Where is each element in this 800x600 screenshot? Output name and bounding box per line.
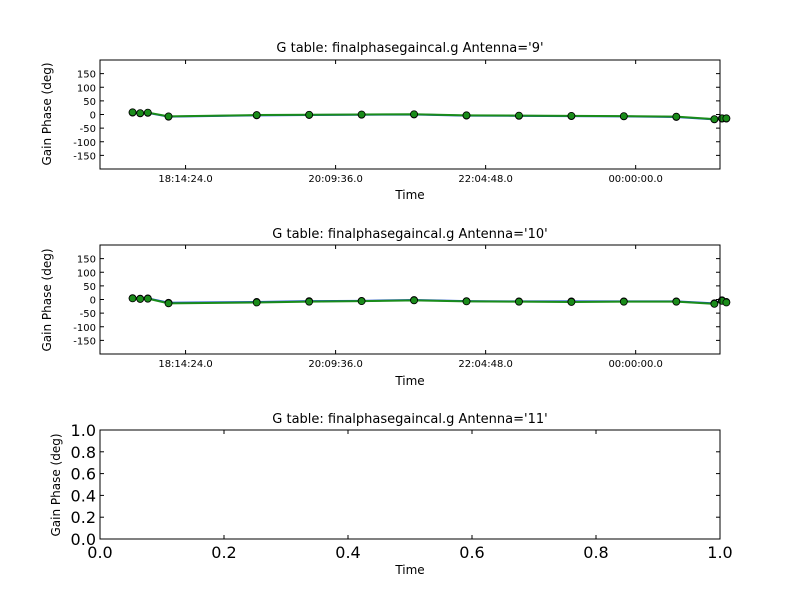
y-tick-label: 50 bbox=[83, 282, 96, 293]
x-tick-label: 00:00:00.0 bbox=[608, 359, 662, 370]
data-point bbox=[136, 109, 145, 118]
data-point bbox=[164, 112, 173, 121]
data-point bbox=[305, 297, 314, 306]
y-tick-label: 150 bbox=[77, 255, 96, 266]
data-point bbox=[143, 294, 152, 303]
data-point bbox=[128, 294, 137, 303]
data-point bbox=[710, 299, 719, 308]
axis-ticks: 150 100 50 0 -50 -100 -150 18:14:24.0 20:09:36.0… bbox=[73, 60, 720, 185]
subplot-antenna-10: G table: finalphasegaincal.g Antenna='10… bbox=[40, 227, 731, 388]
y-tick-label: 0.8 bbox=[71, 443, 96, 462]
data-point bbox=[710, 115, 719, 124]
data-point bbox=[252, 298, 261, 307]
y-tick-label: 150 bbox=[77, 70, 96, 81]
data-point bbox=[462, 111, 471, 120]
plot-frame bbox=[99, 429, 721, 540]
y-axis-label: Gain Phase (deg) bbox=[49, 433, 63, 536]
data-point bbox=[567, 111, 576, 120]
y-tick-label: 0.4 bbox=[71, 486, 96, 505]
data-point bbox=[143, 108, 152, 117]
y-axis-label: Gain Phase (deg) bbox=[40, 62, 54, 165]
series-line bbox=[132, 111, 727, 121]
axis-ticks: 150 100 50 0 -50 -100 -150 18:14:24.0 20:09:36.0… bbox=[73, 245, 720, 370]
x-tick-label: 22:04:48.0 bbox=[458, 359, 512, 370]
data-point bbox=[252, 111, 261, 119]
x-tick-label: 0.8 bbox=[583, 543, 608, 562]
y-tick-label: -50 bbox=[80, 309, 96, 320]
plot-marks bbox=[128, 294, 731, 308]
data-point bbox=[567, 298, 576, 306]
y-tick-label: 1.0 bbox=[71, 421, 96, 440]
data-point bbox=[128, 108, 137, 117]
data-point bbox=[410, 110, 418, 119]
y-tick-label: 100 bbox=[77, 268, 96, 279]
y-tick-label: -150 bbox=[73, 151, 96, 162]
x-tick-label: 0.6 bbox=[459, 543, 484, 562]
data-point bbox=[619, 297, 628, 306]
data-point bbox=[136, 295, 145, 303]
y-tick-label: 0.0 bbox=[71, 530, 96, 549]
x-axis-label: Time bbox=[394, 374, 424, 388]
data-point bbox=[164, 299, 173, 308]
plot-frame bbox=[99, 59, 721, 170]
x-tick-label: 20:09:36.0 bbox=[308, 174, 362, 185]
data-point bbox=[672, 297, 681, 306]
data-point bbox=[305, 110, 314, 119]
x-tick-label: 18:14:24.0 bbox=[158, 359, 212, 370]
data-point bbox=[515, 297, 523, 306]
x-tick-label: 18:14:24.0 bbox=[158, 174, 212, 185]
x-tick-label: 0.2 bbox=[211, 543, 236, 562]
data-point bbox=[672, 112, 681, 121]
y-axis-label: Gain Phase (deg) bbox=[40, 248, 54, 351]
axis-ticks: 0.0 0.2 0.4 0.6 0.8 1.0 0.0 0.2 0.4 0.6 0.8 1.0 bbox=[71, 421, 733, 562]
data-point bbox=[357, 297, 366, 306]
subplot-antenna-11: G table: finalphasegaincal.g Antenna='11… bbox=[49, 412, 733, 577]
data-point bbox=[410, 296, 418, 305]
chart-title: G table: finalphasegaincal.g Antenna='11… bbox=[272, 412, 547, 427]
data-point bbox=[462, 297, 471, 306]
data-point bbox=[722, 298, 731, 307]
plot-marks bbox=[128, 108, 731, 124]
x-tick-label: 1.0 bbox=[707, 543, 732, 562]
chart-title: G table: finalphasegaincal.g Antenna='10… bbox=[272, 227, 547, 242]
y-tick-label: -150 bbox=[73, 336, 96, 347]
x-tick-label: 00:00:00.0 bbox=[608, 174, 662, 185]
y-tick-label: 50 bbox=[83, 97, 96, 108]
data-point bbox=[515, 111, 523, 120]
y-tick-label: -100 bbox=[73, 323, 96, 334]
series-line bbox=[132, 297, 727, 305]
data-point bbox=[619, 112, 628, 121]
y-tick-label: 0.6 bbox=[71, 465, 96, 484]
plot-frame bbox=[99, 244, 721, 355]
x-tick-label: 22:04:48.0 bbox=[458, 174, 512, 185]
chart-title: G table: finalphasegaincal.g Antenna='9' bbox=[276, 41, 543, 56]
y-tick-label: 100 bbox=[77, 83, 96, 94]
subplot-antenna-9: G table: finalphasegaincal.g Antenna='9'… bbox=[40, 41, 731, 202]
y-tick-label: -50 bbox=[80, 124, 96, 135]
x-tick-label: 0.0 bbox=[87, 543, 112, 562]
x-tick-label: 20:09:36.0 bbox=[308, 359, 362, 370]
x-axis-label: Time bbox=[394, 563, 424, 577]
y-tick-label: 0.2 bbox=[71, 508, 96, 527]
data-point bbox=[357, 110, 366, 119]
y-tick-label: 0 bbox=[90, 111, 96, 122]
x-tick-label: 0.4 bbox=[335, 543, 360, 562]
y-tick-label: -100 bbox=[73, 138, 96, 149]
data-point bbox=[722, 114, 731, 123]
y-tick-label: 0 bbox=[90, 296, 96, 307]
x-axis-label: Time bbox=[394, 188, 424, 202]
